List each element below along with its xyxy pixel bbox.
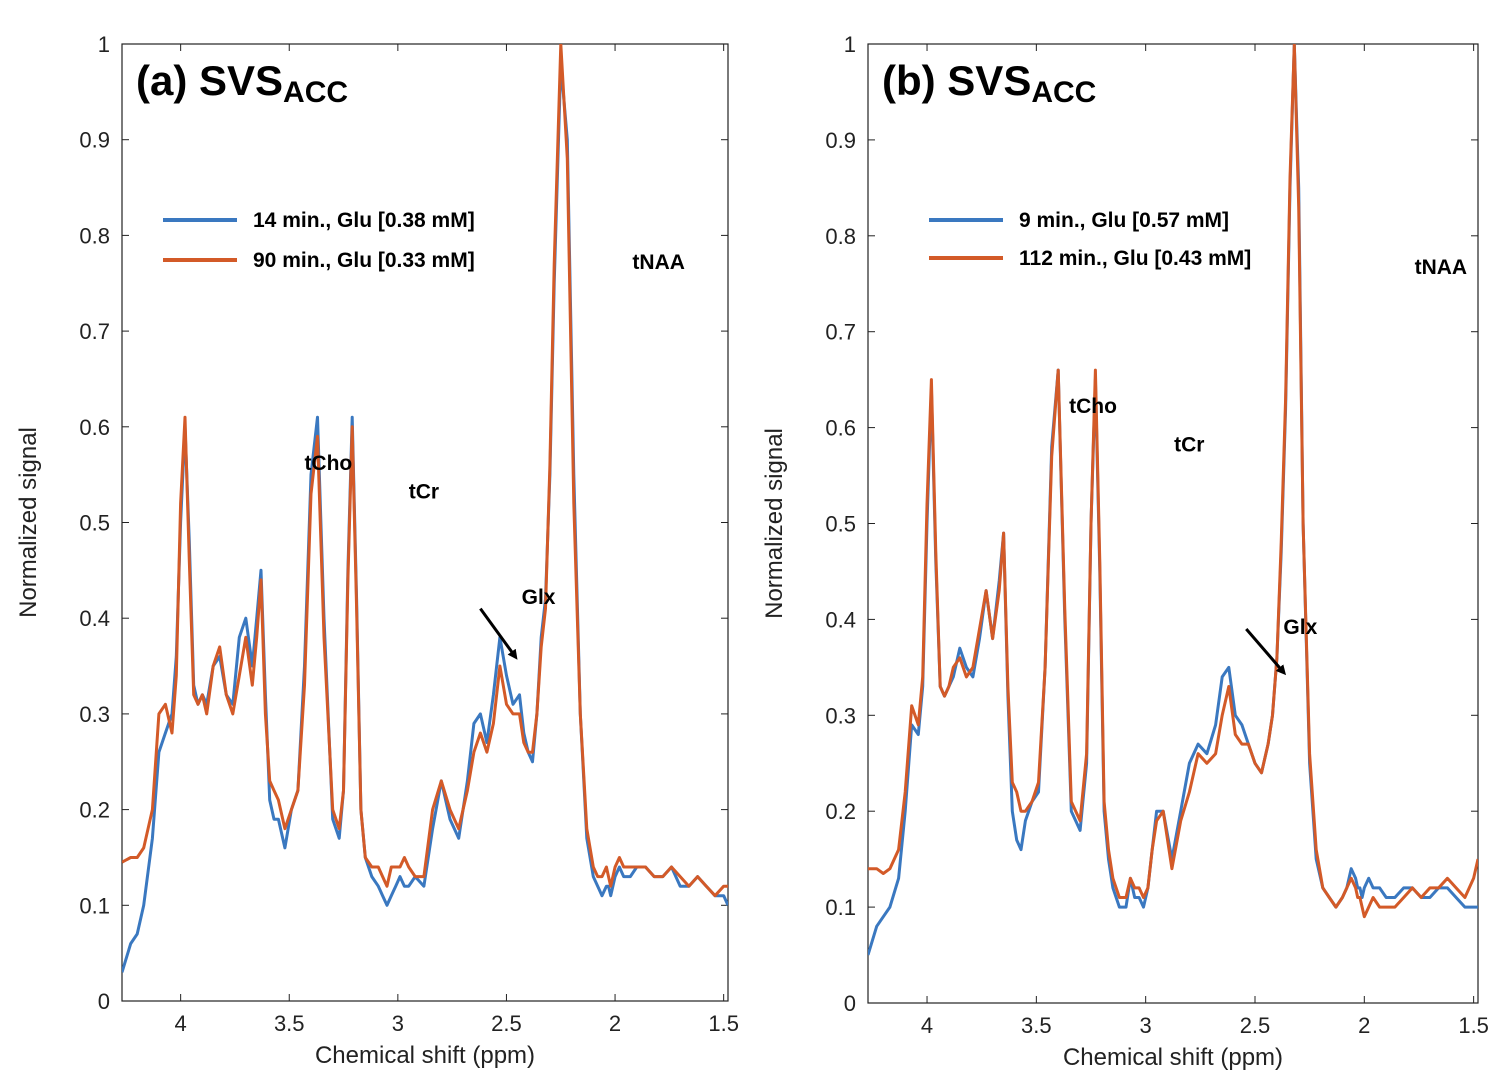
glx-arrow: [1245, 628, 1287, 676]
x-tick-label: 3: [1140, 1013, 1152, 1038]
x-axis-label: Chemical shift (ppm): [315, 1042, 535, 1069]
y-tick-label: 0.8: [825, 224, 856, 249]
series-line-2: [122, 44, 728, 898]
y-tick-label: 0.4: [825, 607, 856, 632]
y-tick-label: 0.1: [825, 895, 856, 920]
y-tick-label: 0.2: [79, 798, 110, 823]
peak-label-glx: Glx: [1283, 616, 1317, 639]
y-tick-label: 0.7: [79, 319, 110, 344]
y-tick-label: 0.9: [79, 128, 110, 153]
x-axis-label: Chemical shift (ppm): [1063, 1044, 1283, 1071]
x-tick-label: 2: [1358, 1013, 1370, 1038]
y-tick-label: 0.5: [79, 511, 110, 536]
series-line-1: [868, 44, 1478, 956]
panel-a: 0 0.1 0.2 0.3 0.4 0.5 0.6 0.7 0.8 0.9 1 4 3.5 3 2.5 2 1.…: [15, 32, 739, 1069]
y-tick-label: 1: [98, 32, 110, 57]
y-tick-label: 0.3: [79, 702, 110, 727]
legend-label-2: 90 min., Glu [0.33 mM]: [253, 249, 475, 272]
y-tick-label: 0.1: [79, 893, 110, 918]
x-tick-label: 3.5: [274, 1011, 305, 1036]
y-tick-label: 0.4: [79, 606, 110, 631]
y-tick-label: 0.2: [825, 799, 856, 824]
y-tick-label: 0.6: [825, 416, 856, 441]
legend-label-1: 14 min., Glu [0.38 mM]: [253, 209, 475, 232]
x-tick-label: 1.5: [708, 1011, 739, 1036]
x-tick-label: 2.5: [1240, 1013, 1271, 1038]
glx-arrow: [479, 607, 518, 660]
peak-label-glx: Glx: [522, 586, 556, 609]
x-tick-label: 3: [392, 1011, 404, 1036]
y-tick-label: 0.6: [79, 415, 110, 440]
y-axis-label: Normalized signal: [15, 427, 42, 618]
peak-label-tcho: tCho: [1069, 395, 1117, 418]
peak-label-tnaa: tNAA: [1415, 256, 1468, 279]
x-tick-label: 2.5: [491, 1011, 522, 1036]
legend-label-2: 112 min., Glu [0.43 mM]: [1019, 247, 1251, 270]
panel-title: (a) SVSACC: [136, 57, 348, 109]
y-tick-label: 0.7: [825, 320, 856, 345]
y-tick-label: 0: [98, 989, 110, 1014]
x-tick-label: 4: [175, 1011, 187, 1036]
peak-label-tnaa: tNAA: [632, 251, 685, 274]
x-tick-label: 3.5: [1021, 1013, 1052, 1038]
y-axis-label: Normalized signal: [761, 428, 788, 619]
series-line-1: [122, 61, 728, 973]
y-tick-label: 0.5: [825, 512, 856, 537]
y-tick-label: 1: [844, 32, 856, 57]
y-tick-label: 0: [844, 991, 856, 1016]
peak-label-tcho: tCho: [304, 452, 352, 475]
peak-label-tcr: tCr: [409, 481, 439, 504]
panel-title: (b) SVSACC: [882, 57, 1096, 109]
panel-b: 0 0.1 0.2 0.3 0.4 0.5 0.6 0.7 0.8 0.9 1 4 3.5 3 2.5 2 1.…: [761, 32, 1489, 1071]
peak-label-tcr: tCr: [1174, 434, 1204, 457]
x-tick-label: 4: [921, 1013, 933, 1038]
x-tick-label: 1.5: [1458, 1013, 1489, 1038]
y-tick-label: 0.8: [79, 223, 110, 248]
x-tick-label: 2: [609, 1011, 621, 1036]
series-line-2: [868, 44, 1478, 919]
legend-label-1: 9 min., Glu [0.57 mM]: [1019, 209, 1229, 232]
y-tick-label: 0.9: [825, 128, 856, 153]
y-tick-label: 0.3: [825, 703, 856, 728]
